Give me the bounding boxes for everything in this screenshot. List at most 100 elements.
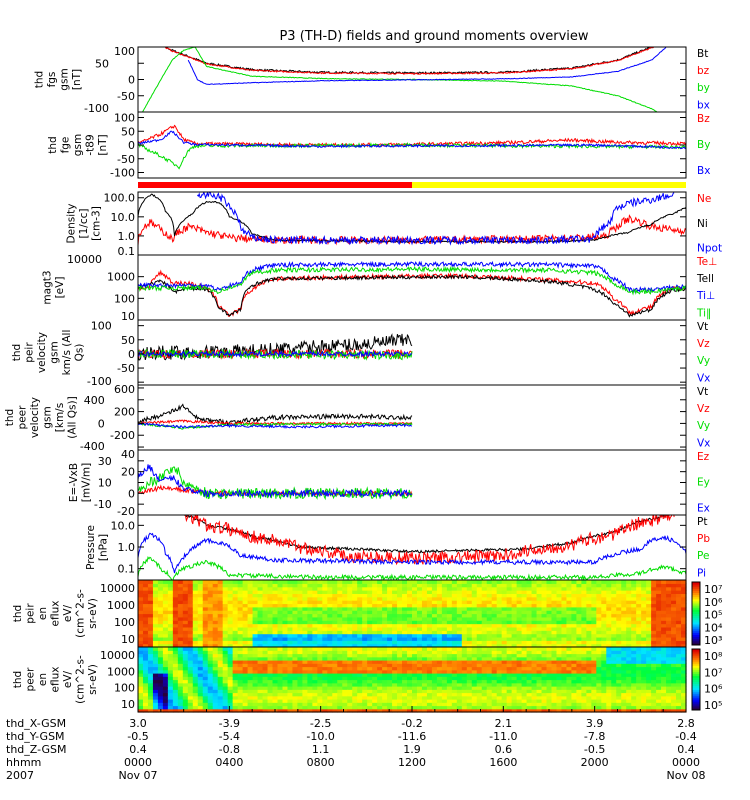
spectrogram-cell (347, 580, 353, 584)
spectrogram-cell (267, 616, 274, 621)
spectrogram-cell (531, 593, 538, 598)
spectrogram-cell (561, 669, 568, 674)
peer-velocity-series-Vt (138, 403, 413, 426)
ytick-label: -20 (117, 505, 135, 518)
spectrogram-cell (621, 699, 627, 703)
spectrogram-cell (157, 580, 164, 584)
spectrogram-cell (646, 669, 652, 674)
spectrogram-cell (297, 603, 303, 608)
spectrogram-cell (596, 643, 602, 648)
spectrogram-cell (357, 669, 363, 674)
spectrogram-cell (352, 663, 358, 668)
spectrogram-cell (217, 586, 224, 591)
spectrogram-cell (362, 593, 368, 598)
spectrogram-cell (167, 600, 174, 605)
spectrogram-cell (456, 640, 463, 645)
spectrogram-cell (172, 580, 179, 584)
spectrogram-cell (531, 620, 538, 625)
spectrogram-cell (352, 606, 358, 611)
xaxis-value: -0.5 (584, 743, 605, 756)
spectrogram-cell (317, 613, 323, 618)
spectrogram-cell (257, 593, 264, 598)
spectrogram-cell (177, 650, 184, 655)
spectrogram-cell (481, 650, 488, 655)
ytick-label: 10 (121, 698, 135, 711)
spectrogram-cell (242, 695, 249, 700)
spectrogram-cell (367, 643, 373, 648)
spectrogram-cell (227, 583, 234, 588)
spectrogram-cell (521, 596, 528, 601)
spectrogram-cell (681, 650, 687, 655)
spectrogram-cell (586, 673, 592, 677)
spectrogram-cell (312, 702, 318, 707)
spectrogram-cell (302, 699, 308, 703)
spectrogram-cell (621, 580, 627, 584)
spectrogram-cell (516, 686, 523, 690)
spectrogram-cell (162, 583, 169, 588)
spectrogram-cell (466, 663, 473, 668)
spectrogram-cell (496, 640, 503, 645)
spectrogram-cell (566, 603, 573, 608)
spectrogram-cell (152, 643, 159, 648)
spectrogram-cell (536, 663, 543, 668)
spectrogram-cell (516, 583, 523, 588)
spectrogram-cell (476, 590, 483, 594)
spectrogram-cell (337, 686, 343, 690)
spectrogram-cell (656, 590, 662, 594)
spectrogram-cell (441, 647, 448, 651)
spectrogram-cell (526, 660, 533, 664)
spectrogram-cell (636, 669, 642, 674)
spectrogram-cell (307, 586, 313, 591)
spectrogram-cell (421, 583, 428, 588)
spectrogram-cell (491, 676, 498, 681)
spectrogram-cell (172, 647, 179, 651)
spectrogram-cell (192, 650, 199, 655)
spectrogram-cell (267, 692, 274, 697)
spectrogram-cell (192, 692, 199, 697)
spectrogram-cell (322, 626, 328, 631)
spectrogram-cell (526, 676, 533, 681)
xaxis-value: 0000 (672, 756, 700, 769)
spectrogram-cell (277, 626, 284, 631)
spectrogram-cell (247, 647, 254, 651)
spectrogram-cell (332, 610, 338, 615)
spectrogram-cell (357, 695, 363, 700)
spectrogram-cell (207, 600, 214, 605)
spectrogram-cell (202, 647, 209, 651)
spectrogram-cell (436, 669, 443, 674)
spectrogram-cell (397, 633, 403, 638)
spectrogram-cell (142, 636, 149, 641)
spectrogram-cell (307, 666, 313, 671)
spectrogram-cell (526, 630, 533, 635)
spectrogram-cell (586, 593, 592, 598)
spectrogram-cell (302, 626, 308, 631)
spectrogram-cell (531, 673, 538, 677)
spectrogram-cell (681, 676, 687, 681)
spectrogram-cell (576, 660, 582, 664)
peir-velocity-ylabel: thd peir velocity gsm km/s (All Qs) (11, 330, 85, 376)
spectrogram-cell (496, 689, 503, 694)
spectrogram-cell (481, 673, 488, 677)
spectrogram-cell (412, 613, 418, 618)
spectrogram-cell (506, 650, 513, 655)
spectrogram-cell (671, 650, 677, 655)
spectrogram-cell (511, 596, 518, 601)
spectrogram-cell (631, 623, 637, 628)
spectrogram-cell (377, 695, 383, 700)
spectrogram-cell (606, 647, 612, 651)
spectrogram-cell (392, 669, 398, 674)
spectrogram-cell (601, 620, 607, 625)
ytick-label: 1000 (107, 599, 135, 612)
spectrogram-cell (426, 679, 433, 684)
spectrogram-cell (167, 626, 174, 631)
spectrogram-cell (471, 596, 478, 601)
spectrogram-cell (202, 705, 209, 710)
spectrogram-cell (426, 673, 433, 677)
spectrogram-cell (282, 708, 289, 713)
spectrogram-cell (138, 603, 144, 608)
spectrogram-cell (521, 647, 528, 651)
spectrogram-cell (287, 673, 294, 677)
spectrogram-cell (616, 610, 622, 615)
spectrogram-cell (382, 686, 388, 690)
spectrogram-cell (282, 663, 289, 668)
